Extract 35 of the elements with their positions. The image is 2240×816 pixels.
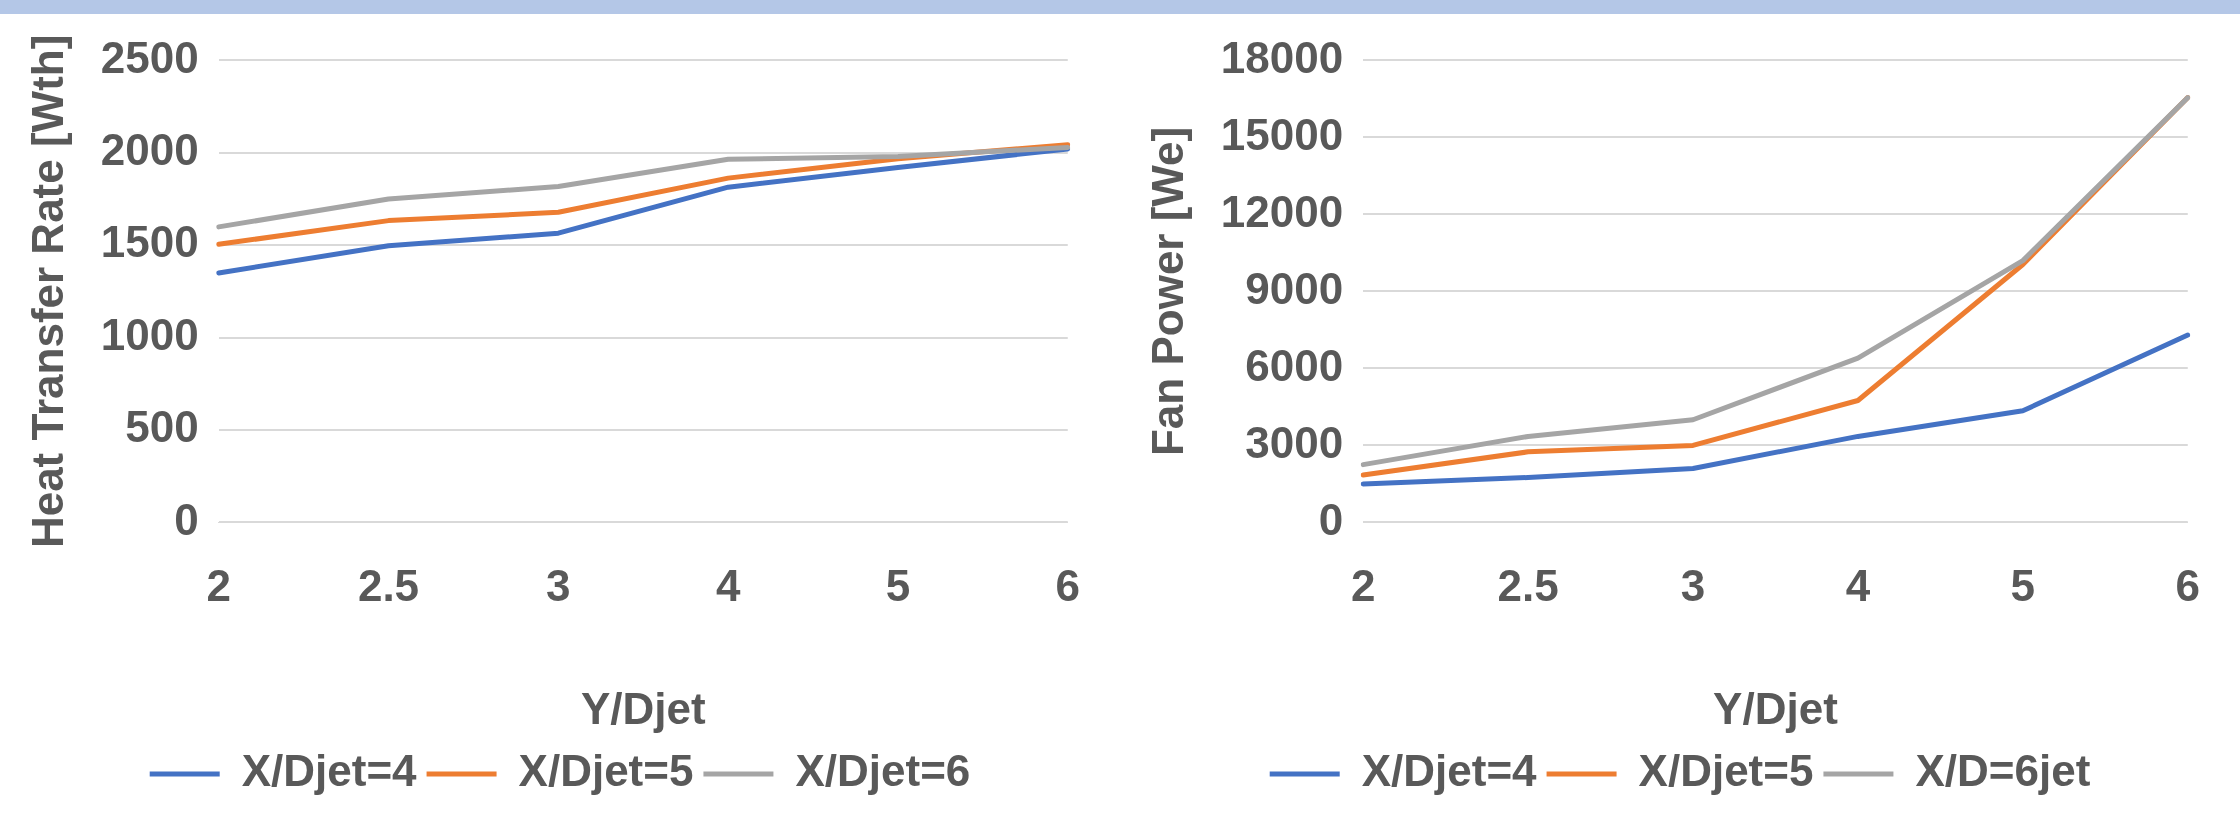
y-tick-label: 18000: [1220, 32, 1344, 82]
x-axis-title: Y/Djet: [1713, 683, 1839, 733]
x-tick-label: 4: [1845, 560, 1871, 610]
legend-label: X/Djet=4: [1361, 746, 1538, 796]
y-tick-label: 0: [1318, 494, 1344, 544]
y-tick-label: 2500: [100, 32, 199, 82]
x-tick-label: 3: [546, 560, 571, 610]
y-tick-label: 2000: [100, 124, 199, 174]
x-axis-title: Y/Djet: [580, 683, 706, 733]
x-tick-label: 3: [1680, 560, 1706, 610]
x-tick-label: 4: [715, 560, 741, 610]
legend-label: X/Djet=5: [1638, 746, 1814, 796]
y-tick-label: 1000: [100, 309, 199, 359]
y-tick-label: 12000: [1220, 186, 1344, 236]
y-tick-label: 6000: [1245, 340, 1344, 390]
y-axis-title: Fan Power [We]: [1142, 126, 1192, 457]
x-tick-label: 5: [885, 560, 911, 610]
x-tick-label: 2.5: [357, 560, 420, 610]
y-tick-label: 0: [174, 494, 199, 544]
x-tick-label: 5: [2010, 560, 2036, 610]
x-tick-label: 2: [206, 560, 231, 610]
y-axis-title: Heat Transfer Rate [Wth]: [22, 34, 72, 549]
x-tick-label: 6: [2175, 560, 2201, 610]
y-tick-label: 3000: [1245, 417, 1344, 467]
legend-label: X/D=6jet: [1915, 746, 2091, 796]
y-tick-label: 500: [125, 402, 199, 452]
x-tick-label: 2: [1350, 560, 1376, 610]
y-tick-label: 1500: [100, 217, 199, 267]
x-tick-label: 6: [1055, 560, 1081, 610]
x-tick-label: 2.5: [1497, 560, 1559, 610]
legend-label: X/Djet=6: [795, 746, 971, 796]
y-tick-label: 9000: [1245, 263, 1344, 313]
y-tick-label: 15000: [1220, 109, 1344, 159]
legend-label: X/Djet=5: [518, 746, 694, 796]
legend-label: X/Djet=4: [241, 746, 418, 796]
